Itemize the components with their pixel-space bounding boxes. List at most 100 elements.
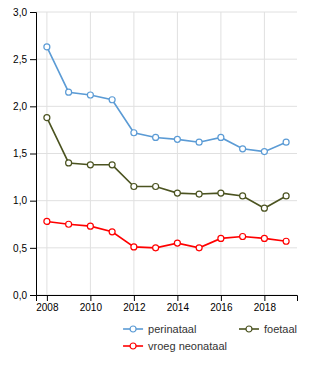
tick: 0,5 bbox=[13, 243, 36, 254]
tick-mark bbox=[47, 295, 48, 301]
grid-line bbox=[36, 153, 297, 154]
tick: 2012 bbox=[123, 295, 146, 313]
tick: 2010 bbox=[80, 295, 103, 313]
chart: 2008 2010 2012 2014 2016 2018 0,0 0,5 1,0 1,5 2,0 2… bbox=[0, 0, 311, 367]
point bbox=[218, 235, 224, 241]
tick-label: 3,0 bbox=[13, 7, 27, 18]
series bbox=[44, 115, 289, 212]
legend-label: vroeg neonataal bbox=[148, 340, 227, 352]
point bbox=[218, 190, 224, 196]
tick-mark bbox=[30, 201, 36, 202]
point bbox=[153, 184, 159, 190]
point bbox=[44, 218, 50, 224]
point bbox=[196, 245, 202, 251]
tick-label: 1,0 bbox=[13, 195, 27, 206]
grid-line bbox=[36, 200, 297, 201]
tick-mark bbox=[134, 295, 135, 301]
point bbox=[87, 92, 93, 98]
tick-label: 2014 bbox=[167, 302, 190, 313]
tick: 2018 bbox=[254, 295, 277, 313]
tick: 1,0 bbox=[13, 195, 36, 206]
tick-label: 1,5 bbox=[13, 148, 27, 159]
axis-line bbox=[30, 13, 37, 296]
tick-label: 0,5 bbox=[13, 243, 27, 254]
tick: 2,0 bbox=[13, 101, 36, 112]
tick: 0,0 bbox=[13, 290, 36, 301]
tick-mark bbox=[30, 12, 36, 13]
point bbox=[174, 190, 180, 196]
legend-marker bbox=[130, 343, 136, 349]
tick-label: 0,0 bbox=[13, 290, 27, 301]
tick: 1,5 bbox=[13, 148, 36, 159]
grid-line bbox=[36, 12, 297, 13]
legend-label: perinataal bbox=[148, 323, 196, 335]
series-line bbox=[47, 47, 286, 152]
y-axis: 0,0 0,5 1,0 1,5 2,0 2,5 3,0 bbox=[13, 7, 36, 301]
legend-label: foetaal bbox=[264, 323, 297, 335]
point bbox=[66, 221, 72, 227]
legend-marker bbox=[246, 326, 252, 332]
point bbox=[261, 235, 267, 241]
tick-mark bbox=[30, 59, 36, 60]
legend-item: vroeg neonataal bbox=[123, 340, 227, 352]
point bbox=[174, 240, 180, 246]
tick-label: 2,5 bbox=[13, 54, 27, 65]
series-line bbox=[47, 118, 286, 209]
point bbox=[66, 160, 72, 166]
tick-mark bbox=[30, 154, 36, 155]
series bbox=[44, 218, 289, 250]
series bbox=[44, 44, 289, 155]
tick-label: 2008 bbox=[36, 302, 59, 313]
tick-label: 2012 bbox=[123, 302, 146, 313]
point bbox=[44, 115, 50, 121]
grid-line bbox=[36, 247, 297, 248]
point bbox=[218, 134, 224, 140]
tick-mark bbox=[221, 295, 222, 301]
legend-item: perinataal bbox=[123, 323, 196, 335]
point bbox=[153, 245, 159, 251]
tick-label: 2010 bbox=[80, 302, 103, 313]
legend-item: foetaal bbox=[239, 323, 297, 335]
series-line bbox=[47, 221, 286, 247]
point bbox=[44, 44, 50, 50]
point bbox=[131, 130, 137, 136]
point bbox=[87, 223, 93, 229]
tick-label: 2,0 bbox=[13, 101, 27, 112]
marks bbox=[44, 44, 289, 251]
point bbox=[196, 139, 202, 145]
point bbox=[153, 134, 159, 140]
tick-label: 2018 bbox=[254, 302, 277, 313]
grid-line bbox=[36, 106, 297, 107]
legend: perinataal foetaal vroeg neonataal bbox=[123, 323, 297, 352]
point bbox=[109, 229, 115, 235]
point bbox=[283, 139, 289, 145]
point bbox=[109, 162, 115, 168]
point bbox=[174, 136, 180, 142]
tick: 2008 bbox=[36, 295, 59, 313]
point bbox=[66, 89, 72, 95]
point bbox=[109, 97, 115, 103]
tick-mark bbox=[30, 248, 36, 249]
point bbox=[87, 162, 93, 168]
point bbox=[240, 193, 246, 199]
point bbox=[283, 193, 289, 199]
tick-mark bbox=[30, 295, 36, 296]
point bbox=[196, 191, 202, 197]
tick-mark bbox=[177, 295, 178, 301]
point bbox=[261, 205, 267, 211]
tick: 2016 bbox=[210, 295, 233, 313]
point bbox=[240, 146, 246, 152]
tick-label: 2016 bbox=[210, 302, 233, 313]
point bbox=[240, 234, 246, 240]
grid bbox=[36, 12, 297, 295]
plot: 2008 2010 2012 2014 2016 2018 0,0 0,5 1,0 1,5 2,0 2… bbox=[13, 7, 297, 313]
legend-marker bbox=[130, 326, 136, 332]
tick-mark bbox=[264, 295, 265, 301]
tick: 2014 bbox=[167, 295, 190, 313]
grid-line bbox=[36, 59, 297, 60]
x-axis: 2008 2010 2012 2014 2016 2018 bbox=[36, 295, 297, 313]
axis-line bbox=[37, 296, 298, 302]
point bbox=[283, 238, 289, 244]
tick-mark bbox=[90, 295, 91, 301]
point bbox=[261, 149, 267, 155]
